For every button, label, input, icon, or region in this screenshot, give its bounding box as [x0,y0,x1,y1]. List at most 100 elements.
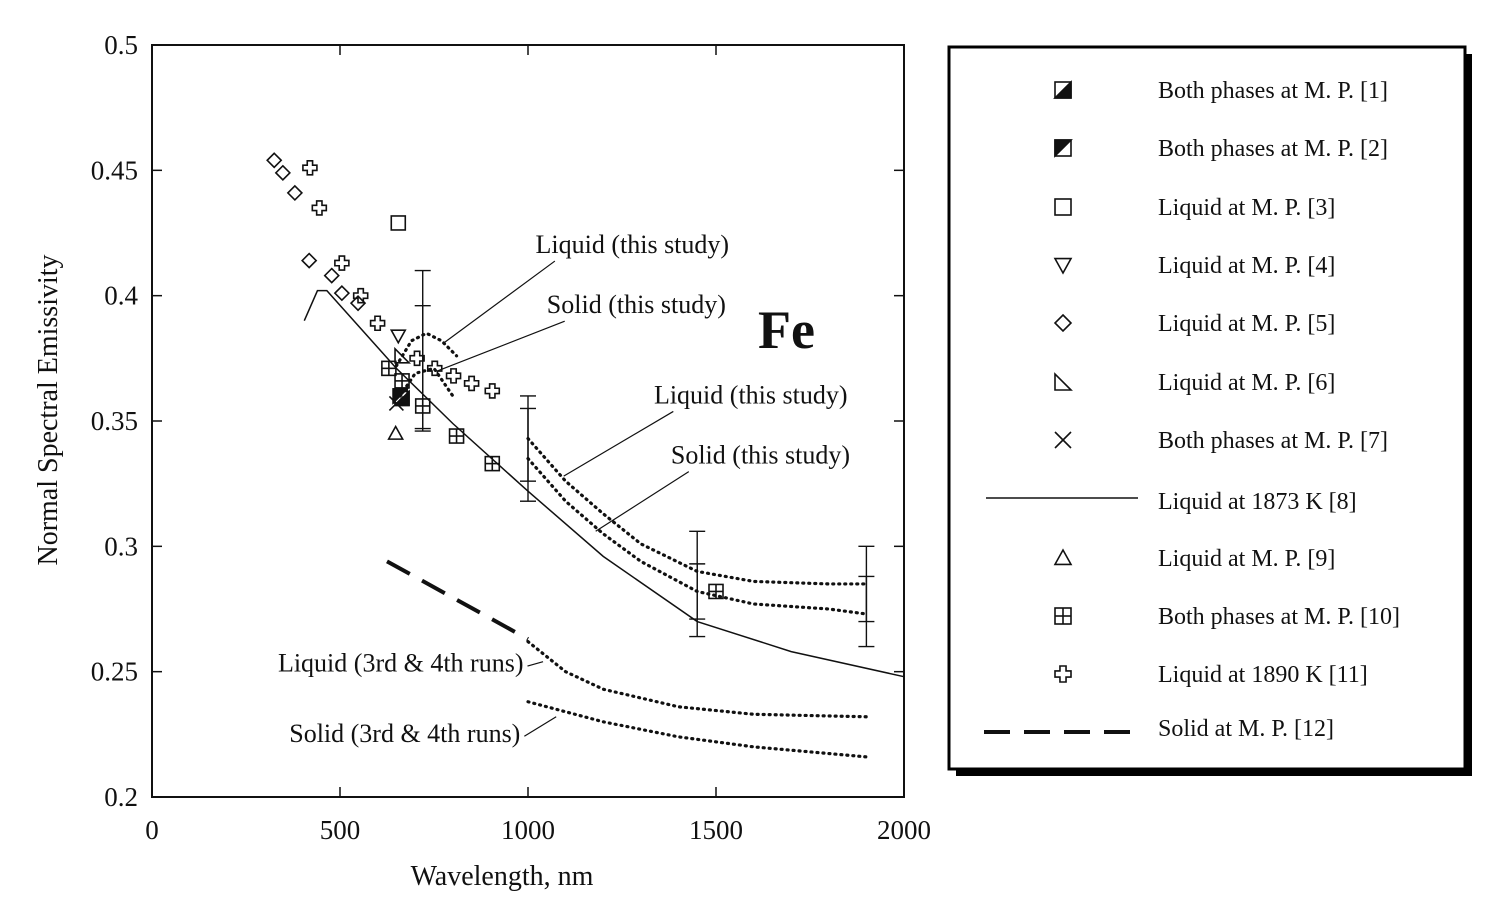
dotted-curve-liquid-this-study-hi [526,436,869,586]
series-line-ref12 [386,559,529,641]
legend-label: Both phases at M. P. [2] [1158,136,1388,162]
data-point-m11 [445,368,462,384]
data-point-m11 [334,255,350,271]
data-point-m5 [333,285,351,302]
annotation-leader [563,410,674,477]
data-point-m10 [394,373,410,389]
data-point-m3 [390,215,407,231]
y-tick-label: 0.5 [104,30,138,60]
legend-entry: Liquid at M. P. [4] [1053,253,1335,279]
dotted-curve-liquid-3rd-4th-runs [526,639,869,719]
annotation-leader [595,471,690,532]
annotation-label: Liquid (this study) [654,380,848,409]
annotation-leader [524,716,557,737]
legend-symbol-triangle-down [1053,257,1073,275]
data-point-m5 [266,152,283,169]
dotted-curve-solid-3rd-4th-runs [526,700,869,759]
legend-entry: Both phases at M. P. [2] [1054,136,1388,162]
data-point-m10 [414,398,431,414]
data-point-m9 [387,424,405,440]
x-tick-label: 1000 [501,815,555,845]
annotation-leader [527,661,544,667]
legend-label: Both phases at M. P. [1] [1158,78,1388,104]
legend-entry: Liquid at 1890 K [11] [1054,662,1368,688]
x-tick-label: 0 [145,815,159,845]
dotted-curve-solid-this-study-hi [526,457,869,616]
legend-symbol-x [1054,431,1072,449]
y-tick-label: 0.45 [91,155,138,185]
legend-symbol-square-half-b [1054,139,1073,158]
data-point-m10 [484,455,501,472]
legend-symbol-square-half-a [1053,80,1072,99]
x-axis-title: Wavelength, nm [411,861,594,892]
y-tick-label: 0.3 [104,531,138,561]
x-tick-label: 2000 [877,815,931,845]
y-tick-label: 0.25 [91,657,138,687]
legend-label: Both phases at M. P. [7] [1158,428,1388,454]
dotted-curve-liquid-this-study-lo [394,331,459,368]
annotation-label: Liquid (this study) [536,230,730,259]
legend-label: Solid at M. P. [12] [1158,716,1334,742]
legend-label: Both phases at M. P. [10] [1158,604,1400,630]
legend: Both phases at M. P. [1] Both phases at M… [984,78,1400,742]
data-point-m10 [708,583,724,600]
annotation-leader [443,260,556,344]
legend-entry: Liquid at M. P. [6] [1054,370,1335,396]
annotation-leader [437,320,565,372]
legend-symbol-square [1054,198,1072,216]
data-point-m5 [301,252,318,269]
legend-entry: Both phases at M. P. [7] [1054,428,1388,454]
axis-ticks [151,44,905,798]
data-point-m7 [388,395,404,412]
data-point-m5 [274,164,291,181]
y-tick-label: 0.35 [91,406,138,436]
legend-box [947,45,1467,771]
x-tick-label: 500 [320,815,361,845]
legend-symbol-plus-open [1054,665,1072,683]
legend-label: Liquid at 1890 K [11] [1158,662,1368,688]
legend-label: Liquid at M. P. [3] [1158,195,1335,221]
x-tick-label: 1500 [689,815,743,845]
data-point-m5 [323,267,340,284]
data-point-m11 [409,350,425,367]
annotation-label: Solid (this study) [671,441,850,470]
markers-layer [266,152,724,600]
data-point-m11 [426,360,443,377]
data-point-m6 [394,346,411,364]
data-point-m5 [286,184,304,202]
legend-entry: Liquid at M. P. [3] [1054,195,1335,221]
annotations-layer: Liquid (this study) Solid (this study) Liq… [278,230,850,748]
data-point-m4 [389,329,407,345]
annotation-label: Solid (this study) [547,290,726,319]
legend-label: Liquid at M. P. [9] [1158,546,1335,572]
data-point-m11 [463,375,480,392]
legend-entry: Solid at M. P. [12] [984,716,1334,742]
legend-symbol-diamond [1053,313,1073,333]
data-point-m10 [381,360,397,377]
y-tick-label: 0.2 [104,782,138,812]
data-point-m10 [448,428,465,444]
legend-label: Liquid at M. P. [6] [1158,370,1335,396]
legend-label: Liquid at M. P. [5] [1158,311,1335,337]
data-point-m11 [369,315,386,332]
legend-entry: Liquid at M. P. [9] [1053,546,1335,572]
legend-entry: Both phases at M. P. [1] [1053,78,1388,104]
annotation-label: Liquid (3rd & 4th runs) [278,649,524,678]
dotted-curve-solid-this-study-lo [398,366,455,398]
data-point-m11 [302,160,318,176]
tick-labels: 0 500 1000 1500 2000 0.2 0.25 0.3 0.35 0.4 0.45 0.5 [91,30,931,845]
legend-label: Liquid at M. P. [4] [1158,253,1335,279]
data-point-m11 [352,287,369,304]
annotation-label: Solid (3rd & 4th runs) [289,719,520,748]
legend-symbol-right-triangle [1054,372,1073,391]
data-point-m2 [392,388,410,405]
legend-symbol-square-plus [1054,607,1072,625]
y-tick-label: 0.4 [104,281,138,311]
y-axis-title: Normal Spectral Emissivity [33,254,64,565]
legend-entry: Liquid at 1873 K [8] [986,489,1357,515]
legend-entry: Liquid at M. P. [5] [1053,311,1335,337]
element-label: Fe [758,300,815,360]
legend-entry: Both phases at M. P. [10] [1054,604,1400,630]
legend-label: Liquid at 1873 K [8] [1158,489,1357,515]
legend-symbol-triangle-up [1053,548,1073,566]
